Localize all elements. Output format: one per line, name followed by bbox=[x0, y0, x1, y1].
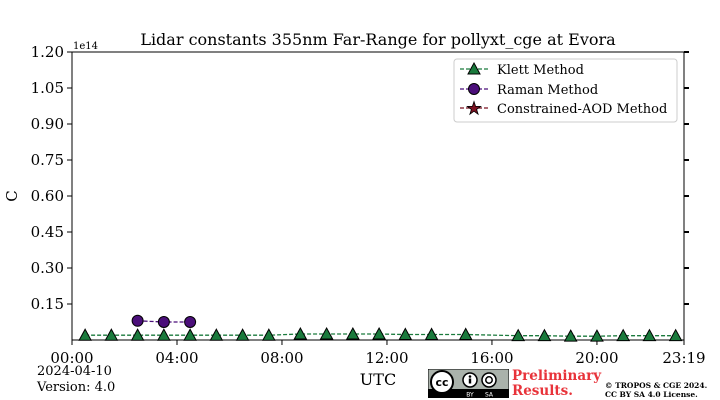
legend-caod-label: Constrained-AOD Method bbox=[497, 102, 667, 117]
raman-point bbox=[157, 316, 170, 328]
klett-point bbox=[590, 329, 604, 342]
x-axis-label: UTC bbox=[360, 370, 396, 389]
x-tick-label: 04:00 bbox=[155, 349, 198, 367]
y-tick-label: 0.30 bbox=[31, 259, 64, 277]
cc-icon-text: cc bbox=[435, 376, 448, 389]
klett-point bbox=[537, 328, 552, 342]
copyright-note: © TROPOS & CGE 2024. CC BY SA 4.0 Licens… bbox=[605, 381, 707, 399]
cc-license-badge[interactable]: cc BY SA bbox=[428, 369, 509, 398]
sa-label: SA bbox=[485, 392, 494, 399]
y-tick-label: 0.90 bbox=[31, 115, 64, 133]
legend-klett-marker bbox=[467, 61, 481, 75]
by-label: BY bbox=[466, 392, 474, 399]
klett-point bbox=[104, 328, 119, 341]
legend: Klett Method Raman Method Constrained-AO… bbox=[453, 58, 678, 123]
legend-raman-marker bbox=[468, 83, 480, 95]
preliminary-line-2: Results. bbox=[512, 383, 573, 399]
klett-point bbox=[563, 329, 578, 342]
y-tick-label: 0.60 bbox=[31, 187, 64, 205]
klett-point bbox=[511, 328, 526, 342]
copyright-line-2: CC BY SA 4.0 License. bbox=[605, 390, 698, 399]
chart-title: Lidar constants 355nm Far-Range for poll… bbox=[140, 30, 616, 49]
cc-icon bbox=[430, 370, 454, 394]
y-tick-label: 0.75 bbox=[31, 151, 64, 169]
klett-point bbox=[642, 328, 657, 342]
klett-point bbox=[668, 328, 683, 342]
sa-icon bbox=[481, 372, 497, 388]
legend-box bbox=[453, 58, 678, 123]
x-tick-label: 12:00 bbox=[365, 349, 408, 367]
x-tick-label: 20:00 bbox=[575, 349, 618, 367]
raman-point bbox=[131, 314, 144, 327]
klett-point bbox=[157, 328, 171, 341]
klett-point bbox=[319, 326, 334, 340]
copyright-line-1: © TROPOS & CGE 2024. bbox=[605, 381, 708, 390]
y-tick-label: 0.15 bbox=[31, 295, 64, 313]
x-tick-label: 23:19 bbox=[662, 349, 705, 367]
y-tick-label: 0.45 bbox=[31, 223, 64, 241]
legend-caod-marker bbox=[466, 100, 482, 116]
series-layer bbox=[78, 314, 683, 342]
x-tick-label: 16:00 bbox=[470, 349, 513, 367]
klett-point bbox=[458, 327, 473, 340]
klett-point bbox=[78, 328, 92, 341]
y-multiplier-label: 1e14 bbox=[73, 41, 98, 52]
klett-point bbox=[346, 326, 360, 340]
legend-klett-label: Klett Method bbox=[497, 63, 584, 78]
preliminary-line-1: Preliminary bbox=[512, 368, 602, 384]
klett-point bbox=[209, 328, 224, 341]
klett-point bbox=[424, 327, 439, 340]
version-label: Version: 4.0 bbox=[37, 380, 116, 395]
klett-point bbox=[183, 328, 197, 341]
klett-point bbox=[398, 327, 413, 340]
klett-point bbox=[262, 328, 276, 341]
x-tick-label: 08:00 bbox=[260, 349, 303, 367]
x-tick-label: 00:00 bbox=[50, 349, 93, 367]
axis-ticks: 0.15 0.30 0.45 0.60 0.75 0.90 1.05 1.20 00:00 04:… bbox=[31, 43, 706, 367]
date-label: 2024-04-10 bbox=[37, 364, 112, 379]
klett-point bbox=[235, 328, 250, 341]
legend-raman-label: Raman Method bbox=[497, 83, 598, 98]
y-axis-label: C bbox=[3, 190, 21, 201]
raman-point bbox=[184, 316, 197, 328]
y-tick-label: 1.20 bbox=[31, 43, 64, 61]
preliminary-results-note: Preliminary Results. bbox=[512, 369, 601, 399]
klett-point bbox=[293, 326, 308, 340]
series-line-triangle bbox=[85, 333, 676, 337]
klett-point bbox=[130, 328, 145, 341]
klett-point bbox=[372, 326, 386, 340]
klett-point bbox=[616, 328, 631, 342]
y-tick-label: 1.05 bbox=[31, 79, 64, 97]
